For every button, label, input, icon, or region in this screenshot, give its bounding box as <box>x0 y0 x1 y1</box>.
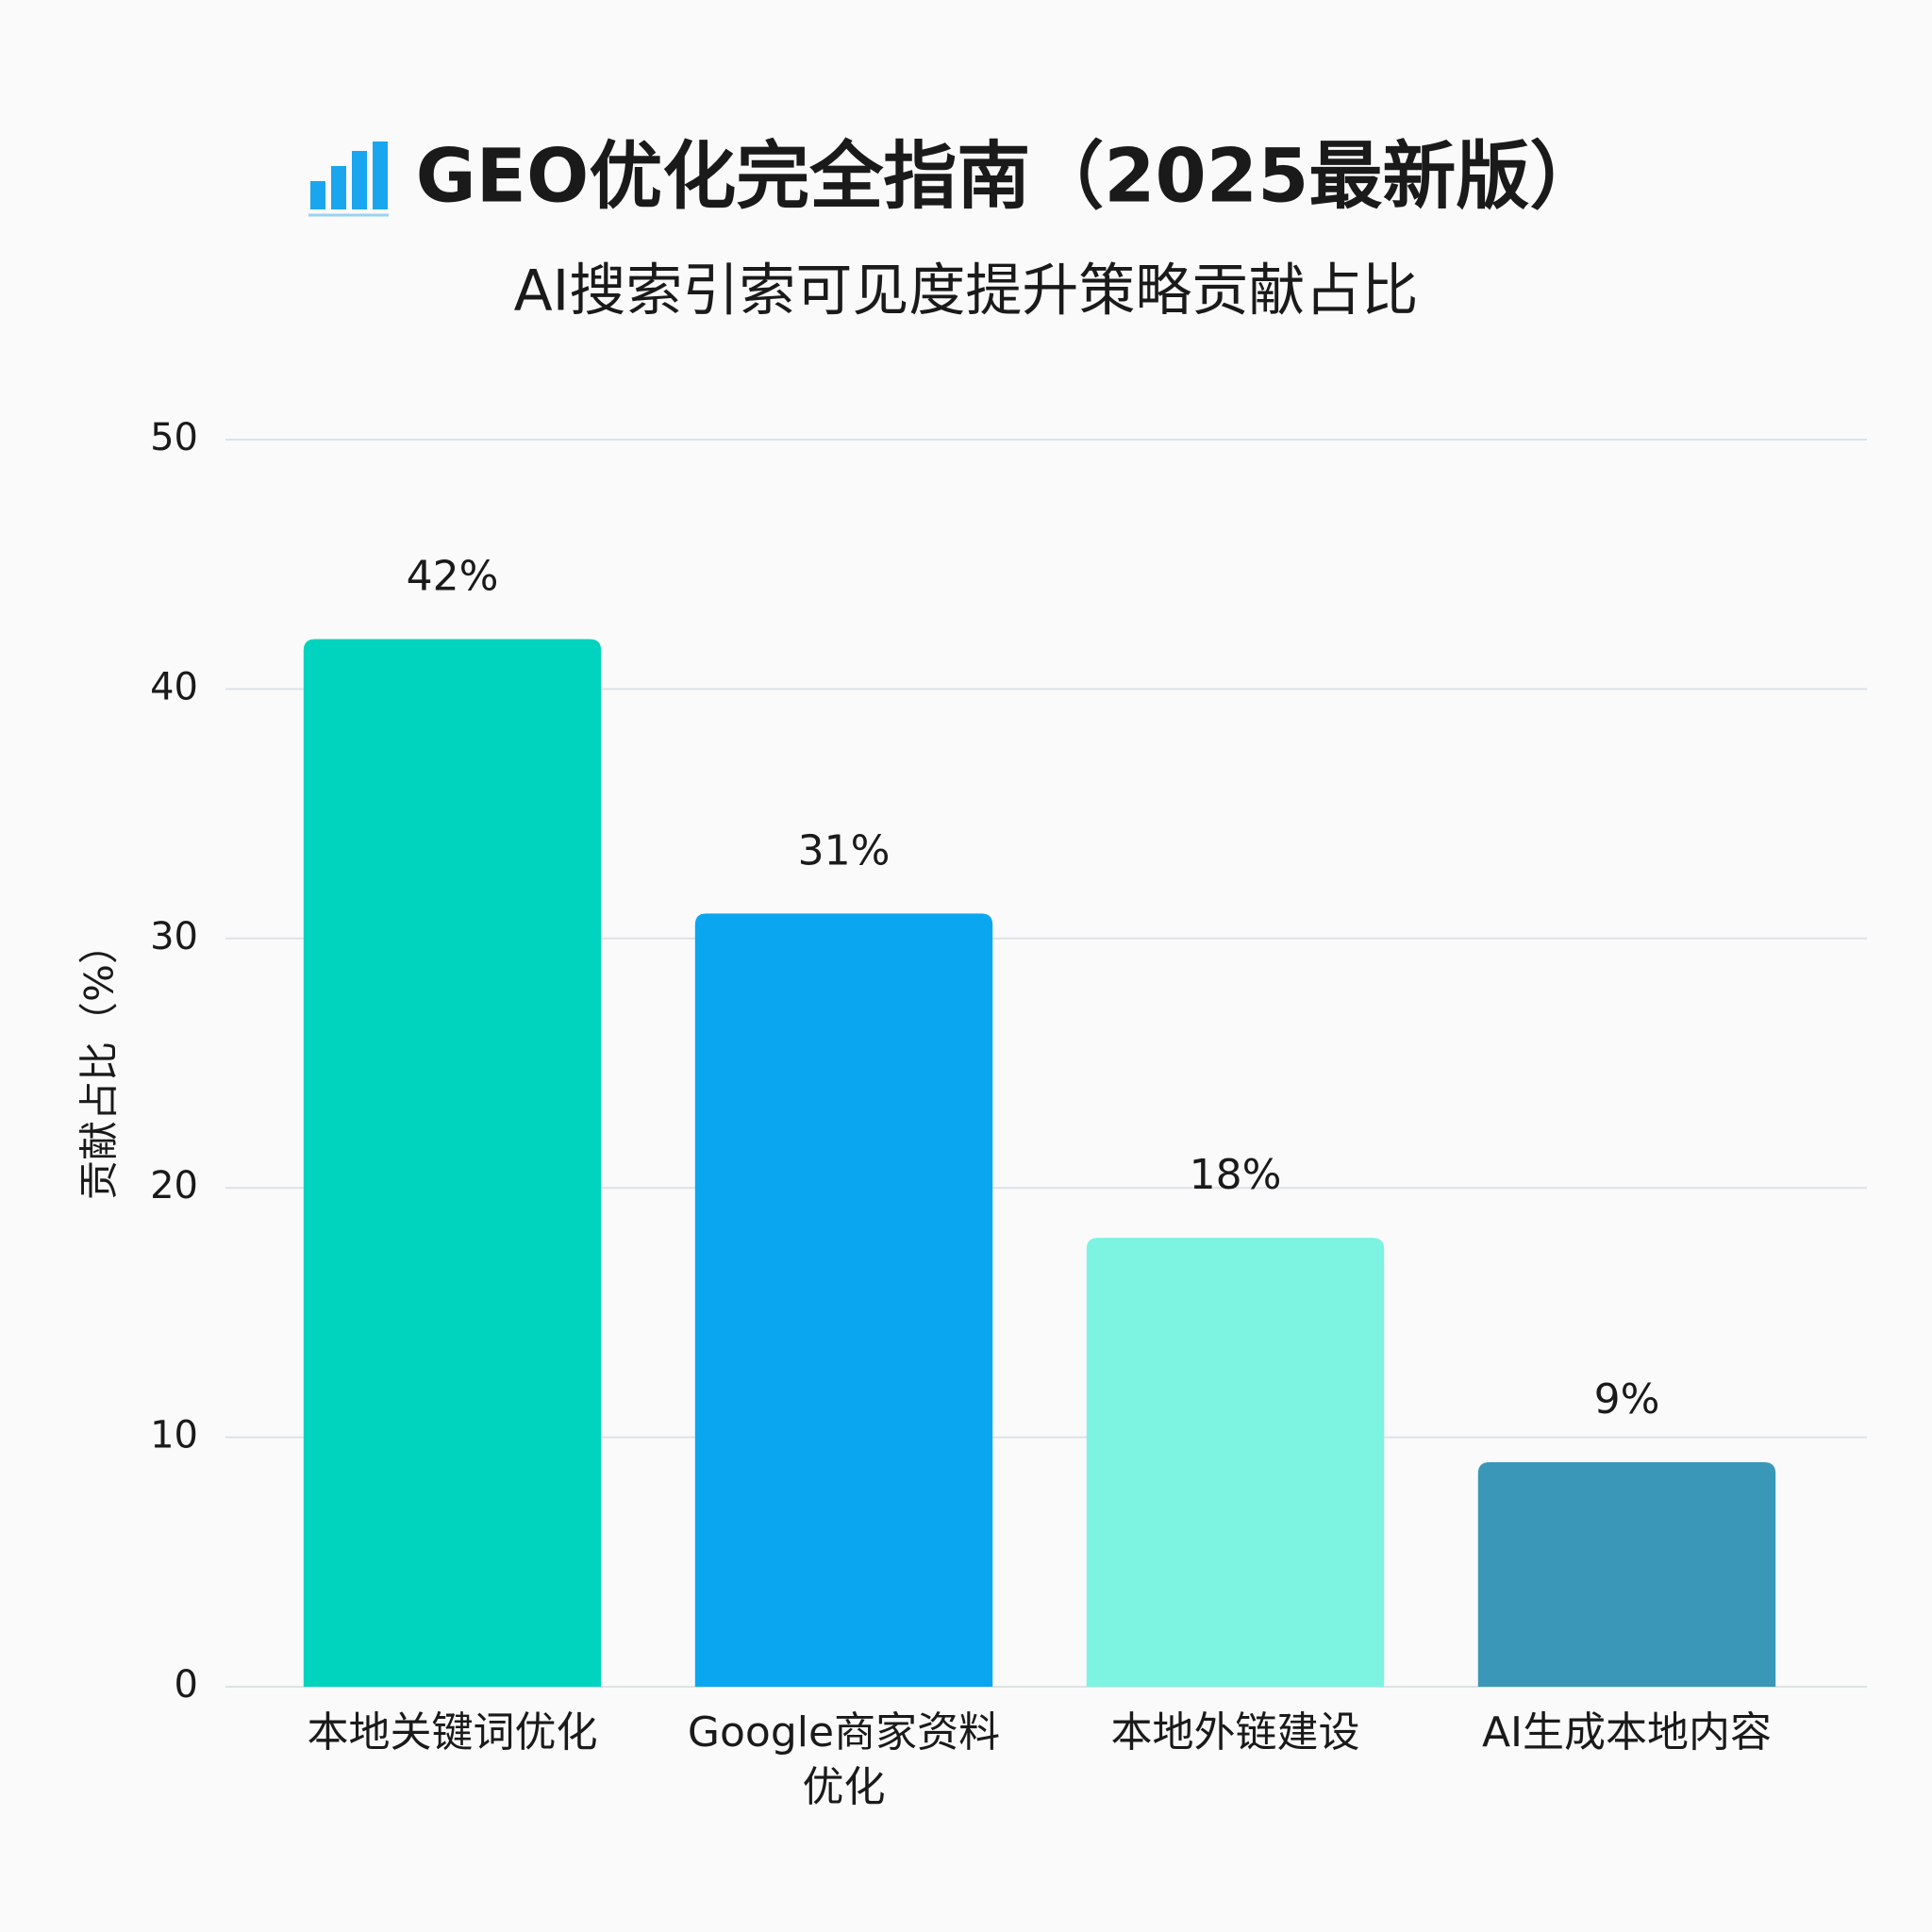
y-tick-label: 30 <box>150 915 198 958</box>
y-tick-label: 10 <box>150 1414 198 1457</box>
value-label: 18% <box>1190 1151 1282 1199</box>
y-tick-label: 40 <box>150 665 198 708</box>
value-label: 42% <box>407 553 499 601</box>
value-label: 31% <box>798 826 891 874</box>
y-tick-label: 50 <box>150 416 198 459</box>
y-tick-label: 0 <box>175 1663 198 1707</box>
bar <box>1477 1462 1776 1687</box>
title-icon <box>308 142 389 217</box>
chart-title: GEO优化完全指南（2025最新版） <box>416 134 1604 219</box>
bar <box>1086 1238 1385 1687</box>
x-tick-label: 本地关键词优化 <box>307 1708 598 1757</box>
x-tick-label: AI生成本地内容 <box>1481 1708 1773 1757</box>
x-tick-label: 本地外链建设 <box>1110 1708 1360 1757</box>
bar <box>303 639 602 1687</box>
y-axis-title: 贡献占比（%） <box>76 924 123 1200</box>
y-tick-label: 20 <box>150 1164 198 1208</box>
chart-subtitle: AI搜索引索可见度提升策略贡献占比 <box>514 258 1419 325</box>
bar <box>694 913 993 1687</box>
x-tick-label: Google商家资料优化 <box>687 1708 1001 1811</box>
value-label: 9% <box>1594 1375 1660 1424</box>
